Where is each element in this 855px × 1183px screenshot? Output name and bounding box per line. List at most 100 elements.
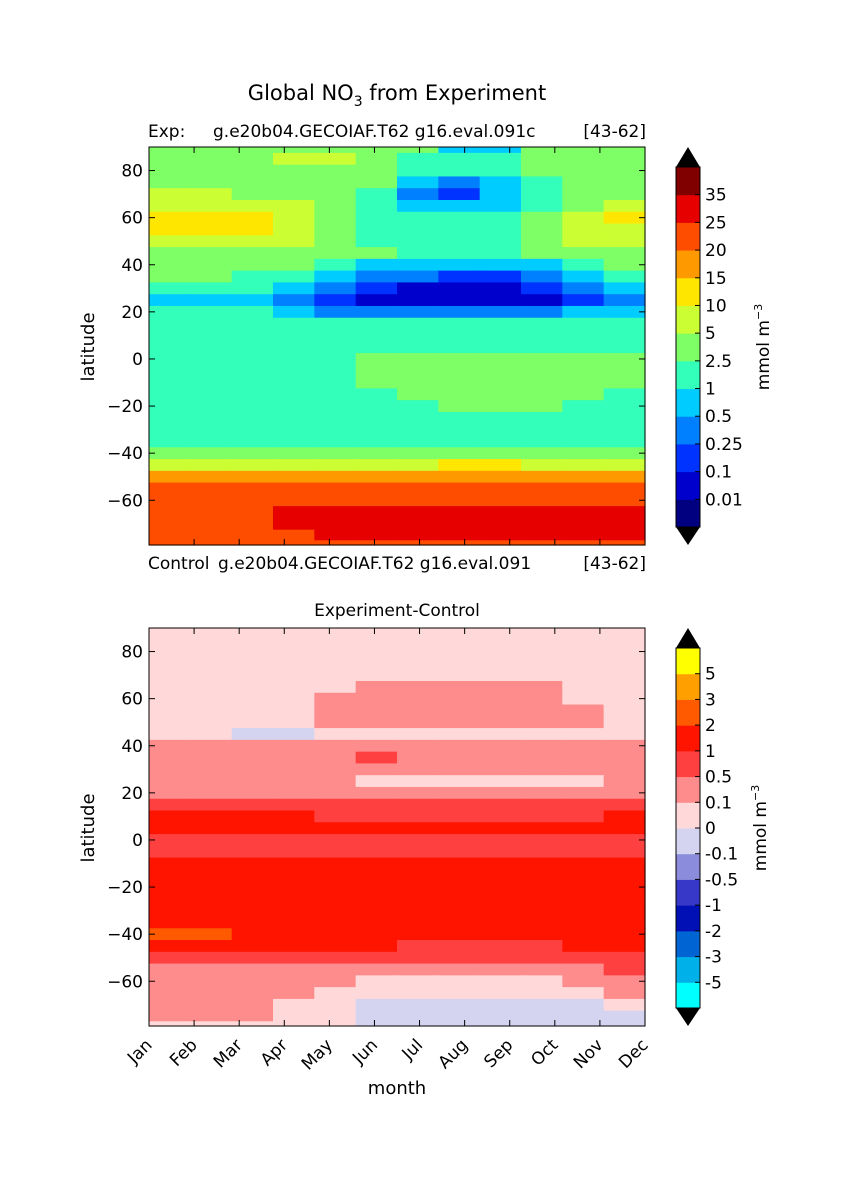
heatmap-cell <box>521 411 563 425</box>
heatmap-cell <box>314 529 357 541</box>
heatmap-cell <box>314 147 357 154</box>
heatmap-cell <box>190 940 233 953</box>
heatmap-cell <box>397 786 439 800</box>
colorbar-swatch <box>676 828 700 855</box>
heatmap-cell <box>438 517 481 531</box>
heatmap-cell <box>190 411 233 425</box>
heatmap-cell <box>231 147 274 154</box>
heatmap-cell <box>190 657 233 670</box>
heatmap-cell <box>479 680 522 694</box>
heatmap-cell <box>190 494 233 507</box>
heatmap-cell <box>355 1010 398 1022</box>
heatmap-cell <box>603 657 646 670</box>
colorbar-swatch <box>676 905 700 932</box>
heatmap-cell <box>231 400 274 413</box>
heatmap-cell <box>314 716 357 729</box>
heatmap-cell <box>397 680 439 694</box>
heatmap-cell <box>355 364 398 378</box>
heatmap-cell <box>355 716 398 729</box>
colorbar-level-label: 2 <box>705 716 716 736</box>
heatmap-cell <box>438 294 481 307</box>
heatmap-cell <box>231 176 274 189</box>
heatmap-cell <box>273 470 315 484</box>
heatmap-cell <box>149 669 191 682</box>
heatmap-cell <box>190 1010 233 1022</box>
heatmap-cell <box>521 904 563 918</box>
colorbar-swatch <box>676 725 700 752</box>
heatmap-cell <box>149 822 191 835</box>
heatmap-cell <box>603 188 646 201</box>
heatmap-cell <box>479 164 522 178</box>
heatmap-cell <box>149 951 191 965</box>
heatmap-cell <box>479 692 522 706</box>
heatmap-cell <box>562 164 605 178</box>
heatmap-cell <box>355 470 398 484</box>
heatmap-cell <box>479 364 522 378</box>
bottom-panel-title: Experiment-Control <box>314 601 480 621</box>
heatmap-cell <box>438 400 481 413</box>
heatmap-cell <box>521 786 563 800</box>
heatmap-cell <box>231 506 274 519</box>
heatmap-cell <box>273 904 315 918</box>
heatmap-cell <box>562 657 605 670</box>
colorbar-level-label: 15 <box>705 269 727 289</box>
heatmap-cell <box>438 482 481 495</box>
heatmap-cell <box>355 892 398 906</box>
heatmap-cell <box>355 188 398 201</box>
heatmap-cell <box>149 916 191 929</box>
heatmap-cell <box>438 987 481 1000</box>
heatmap-cell <box>149 329 191 342</box>
heatmap-cell <box>231 692 274 706</box>
heatmap-cell <box>190 258 233 272</box>
heatmap-cell <box>479 435 522 448</box>
heatmap-cell <box>479 798 522 812</box>
heatmap-cell <box>149 751 191 765</box>
heatmap-cell <box>397 987 439 1000</box>
heatmap-cell <box>355 317 398 331</box>
heatmap-cell <box>149 211 191 225</box>
heatmap-cell <box>397 329 439 342</box>
heatmap-cell <box>149 998 191 1012</box>
heatmap-cell <box>355 680 398 694</box>
heatmap-cell <box>521 987 563 1000</box>
heatmap-cell <box>273 1021 315 1027</box>
heatmap-cell <box>231 1021 274 1027</box>
heatmap-cell <box>562 435 605 448</box>
heatmap-cell <box>438 680 481 694</box>
heatmap-cell <box>273 400 315 413</box>
heatmap-cell <box>190 482 233 495</box>
colorbar-swatch <box>676 930 700 958</box>
heatmap-cell <box>314 282 357 295</box>
colorbar-level-label: -0.5 <box>705 870 738 890</box>
heatmap-cell <box>479 822 522 835</box>
heatmap-cell <box>562 869 605 882</box>
heatmap-cell <box>562 928 605 941</box>
colorbar-swatch <box>676 802 700 829</box>
heatmap-cell <box>355 482 398 495</box>
heatmap-cell <box>190 775 233 788</box>
heatmap-cell <box>562 506 605 519</box>
heatmap-cell <box>231 329 274 342</box>
heatmap-cell <box>438 211 481 225</box>
heatmap-cell <box>190 188 233 201</box>
heatmap-cell <box>190 270 233 284</box>
heatmap-cell <box>355 400 398 413</box>
heatmap-cell <box>149 294 191 307</box>
heatmap-cell <box>149 775 191 788</box>
heatmap-cell <box>273 364 315 378</box>
colorbar-level-label: 3 <box>705 690 716 710</box>
heatmap-cell <box>231 247 274 260</box>
heatmap-cell <box>479 506 522 519</box>
heatmap-cell <box>397 857 439 870</box>
y-tick-label: 80 <box>121 643 143 663</box>
heatmap-cell <box>190 199 233 213</box>
heatmap-cell <box>479 904 522 918</box>
heatmap-cell <box>438 423 481 437</box>
heatmap-cell <box>521 270 563 284</box>
heatmap-cell <box>273 211 315 225</box>
heatmap-cell <box>562 353 605 366</box>
heatmap-cell <box>314 364 357 378</box>
heatmap-cell <box>273 834 315 847</box>
heatmap-cell <box>314 798 357 812</box>
heatmap-cell <box>438 470 481 484</box>
